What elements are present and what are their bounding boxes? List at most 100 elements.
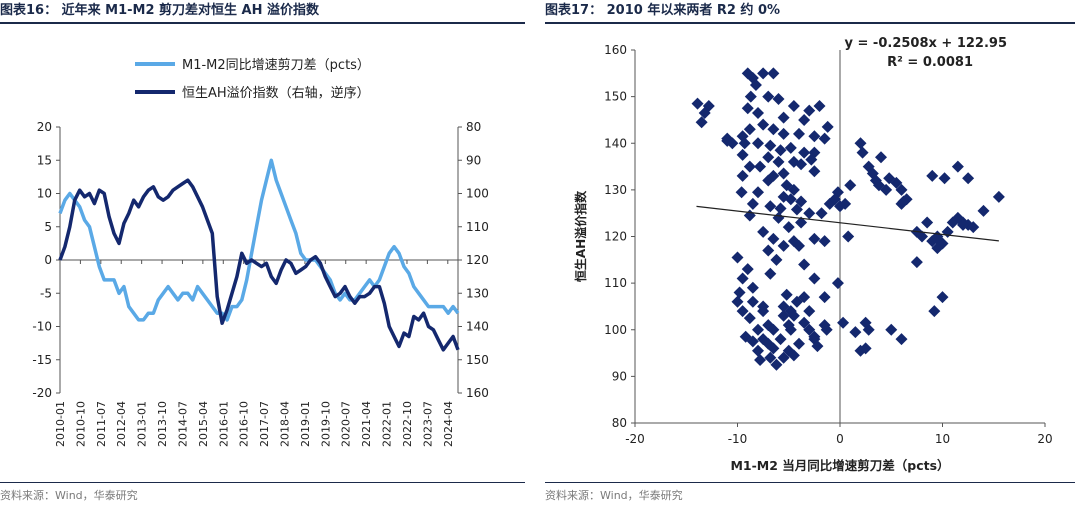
right-y-tick-label: 140 <box>466 320 489 334</box>
scatter-point <box>921 216 934 229</box>
x-tick-label: 2013-01 <box>136 401 149 447</box>
scatter-point <box>849 326 862 339</box>
scatter-point <box>774 333 787 346</box>
scatter-point <box>992 190 1005 203</box>
right-chart-panel: 图表17： 2010 年以来两者 R2 约 0% 80 90 100 110 120 13… <box>545 0 1080 507</box>
scatter-point <box>774 144 787 157</box>
scatter-point <box>821 120 834 133</box>
y-tick-label: 110 <box>604 276 627 290</box>
x-tick-label: 10 <box>935 432 950 446</box>
scatter-point <box>777 309 790 322</box>
x-tick-label: 2019-01 <box>299 401 312 447</box>
scatter-point <box>777 127 790 140</box>
x-tick-label: 0 <box>836 432 844 446</box>
scatter-point <box>746 335 759 348</box>
left-y-tick-label: 0 <box>44 253 52 267</box>
x-tick-label: 2019-10 <box>319 401 332 447</box>
scatter-point <box>875 151 887 164</box>
scatter-point <box>895 333 908 346</box>
scatter-point <box>782 221 795 234</box>
ah-premium-line <box>58 178 460 352</box>
scatter-point <box>752 186 764 199</box>
x-tick-label: 2015-04 <box>197 401 210 447</box>
scatter-point <box>795 216 808 229</box>
scatter-point <box>767 232 780 245</box>
regression-equation: y = -0.2508x + 122.95 <box>845 36 1007 51</box>
scatter-point <box>928 305 941 318</box>
scatter-point <box>754 160 767 173</box>
scatter-point <box>770 253 783 266</box>
scatter-point <box>767 67 780 80</box>
scatter-point <box>787 99 800 112</box>
scatter-point <box>731 251 744 264</box>
scatter-point <box>793 337 805 350</box>
scatter-point <box>749 78 762 91</box>
x-tick-label: 2023-07 <box>421 401 434 447</box>
scatter-point <box>743 209 756 222</box>
scatter-point <box>762 244 775 257</box>
scatter-point <box>702 99 715 112</box>
scatter-point <box>805 153 818 166</box>
scatter-point <box>746 197 759 210</box>
scatter-point <box>738 137 751 150</box>
scatter-point <box>784 193 797 206</box>
scatter-point <box>957 218 969 231</box>
scatter-point <box>739 330 752 343</box>
scatter-point <box>752 106 764 119</box>
scatter-point <box>752 344 764 357</box>
scatter-point <box>815 207 828 220</box>
scatter-point <box>967 221 980 234</box>
scatter-point <box>757 305 770 318</box>
m1-m2-scissors-line <box>58 158 460 322</box>
scatter-point <box>767 323 780 336</box>
scatter-point <box>736 305 749 318</box>
scatter-point <box>938 172 951 185</box>
left-y-tick-label: 10 <box>37 187 52 201</box>
x-tick-label: 2016-01 <box>217 401 230 447</box>
right-title-rule <box>545 22 1075 24</box>
scatter-point <box>890 176 903 189</box>
legend-label: M1-M2同比增速剪刀差（pcts） <box>182 57 370 73</box>
scatter-point <box>811 340 824 353</box>
scatter-point <box>777 239 790 252</box>
left-y-tick-label: 5 <box>44 220 52 234</box>
scatter-point <box>798 113 811 126</box>
scatter-point <box>774 202 787 215</box>
scatter-point <box>837 316 850 329</box>
scatter-point <box>818 132 831 145</box>
scatter-point <box>764 267 777 280</box>
scatter-point <box>859 342 872 355</box>
scatter-point <box>780 288 793 301</box>
scatter-point <box>844 179 857 192</box>
scatter-point <box>743 123 756 136</box>
right-y-tick-label: 130 <box>466 286 489 300</box>
trendline <box>696 205 999 242</box>
scatter-point <box>803 305 816 318</box>
scatter-point <box>764 351 777 364</box>
x-tick-label: 2020-07 <box>340 401 353 447</box>
scatter-point <box>762 174 775 187</box>
scatter-point <box>777 167 790 180</box>
scatter-point <box>772 155 785 168</box>
scatter-point <box>752 137 764 150</box>
scatter-point <box>854 137 867 150</box>
scatter-point <box>787 309 800 322</box>
scatter-point <box>695 116 708 129</box>
left-y-tick-label: -5 <box>40 286 52 300</box>
scatter-point <box>767 123 780 136</box>
scatter-point <box>726 137 739 150</box>
x-tick-label: 2017-07 <box>258 401 271 447</box>
scatter-point <box>752 323 764 336</box>
scatter-point <box>757 225 770 238</box>
scatter-point <box>736 148 749 161</box>
scatter-point <box>795 158 808 171</box>
scatter-point <box>790 203 803 216</box>
left-y-tick-label: -10 <box>32 320 52 334</box>
scatter-point <box>772 92 785 105</box>
scatter-point <box>856 146 869 159</box>
scatter-point <box>859 316 872 329</box>
y-tick-label: 120 <box>604 230 627 244</box>
y-tick-label: 90 <box>612 369 627 383</box>
left-y-tick-label: 20 <box>37 120 52 134</box>
scatter-point <box>735 186 748 199</box>
